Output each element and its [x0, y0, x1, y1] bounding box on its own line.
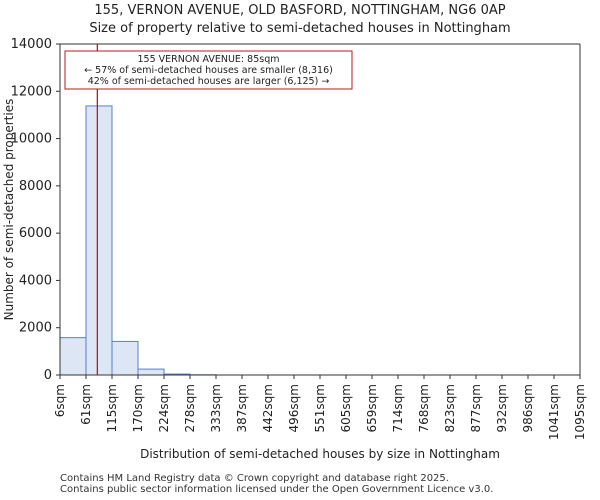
y-tick-label: 10000 [11, 132, 52, 147]
histogram-bar [137, 368, 165, 376]
histogram-chart: 0 2000 4000 6000 8000 10000 12000 14000 6sqm 61sq… [2, 37, 587, 461]
chart-subtitle: Size of property relative to semi-detach… [89, 21, 511, 36]
annotation-line-3: 42% of semi-detached houses are larger (… [88, 76, 330, 87]
x-tick-label: 333sqm [209, 384, 223, 432]
x-tick-label: 442sqm [261, 384, 275, 432]
y-tick-label: 6000 [19, 226, 52, 241]
x-tick-label: 768sqm [417, 384, 431, 432]
y-tick-label: 2000 [19, 321, 52, 336]
y-tick-label: 14000 [11, 37, 52, 52]
annotation-box [64, 50, 353, 90]
histogram-bar [59, 337, 87, 376]
chart-title: 155, VERNON AVENUE, OLD BASFORD, NOTTING… [94, 3, 506, 18]
x-tick-label: 115sqm [105, 384, 119, 432]
y-tick-label: 0 [44, 368, 52, 383]
y-tick-label: 12000 [11, 84, 52, 99]
x-tick-label: 1041sqm [547, 384, 561, 440]
y-tick-label: 8000 [19, 179, 52, 194]
x-tick-label: 6sqm [53, 384, 67, 417]
y-tick-label: 4000 [19, 273, 52, 288]
x-tick-label: 496sqm [287, 384, 301, 432]
x-tick-label: 714sqm [391, 384, 405, 432]
x-tick-label: 61sqm [79, 384, 93, 425]
y-axis-label: Number of semi-detached properties [2, 99, 16, 321]
x-tick-label: 170sqm [131, 384, 145, 432]
annotation-line-2: ← 57% of semi-detached houses are smalle… [84, 65, 333, 76]
x-tick-label: 1095sqm [573, 384, 587, 440]
x-tick-label: 387sqm [235, 384, 249, 432]
x-axis-label: Distribution of semi-detached houses by … [140, 447, 500, 461]
x-tick-label: 986sqm [521, 384, 535, 432]
x-tick-label: 659sqm [365, 384, 379, 432]
x-tick-label: 823sqm [443, 384, 457, 432]
x-tick-label: 551sqm [313, 384, 327, 432]
x-tick-label: 932sqm [495, 384, 509, 432]
x-tick-label: 278sqm [183, 384, 197, 432]
x-tick-label: 605sqm [339, 384, 353, 432]
annotation-line-1: 155 VERNON AVENUE: 85sqm [138, 54, 280, 65]
histogram-bar [111, 340, 139, 376]
x-tick-label: 224sqm [157, 384, 171, 432]
footer-copyright: Contains HM Land Registry data © Crown c… [60, 473, 449, 484]
footer-licence: Contains public sector information licen… [60, 484, 494, 495]
histogram-bar [85, 105, 113, 376]
x-tick-label: 877sqm [469, 384, 483, 432]
